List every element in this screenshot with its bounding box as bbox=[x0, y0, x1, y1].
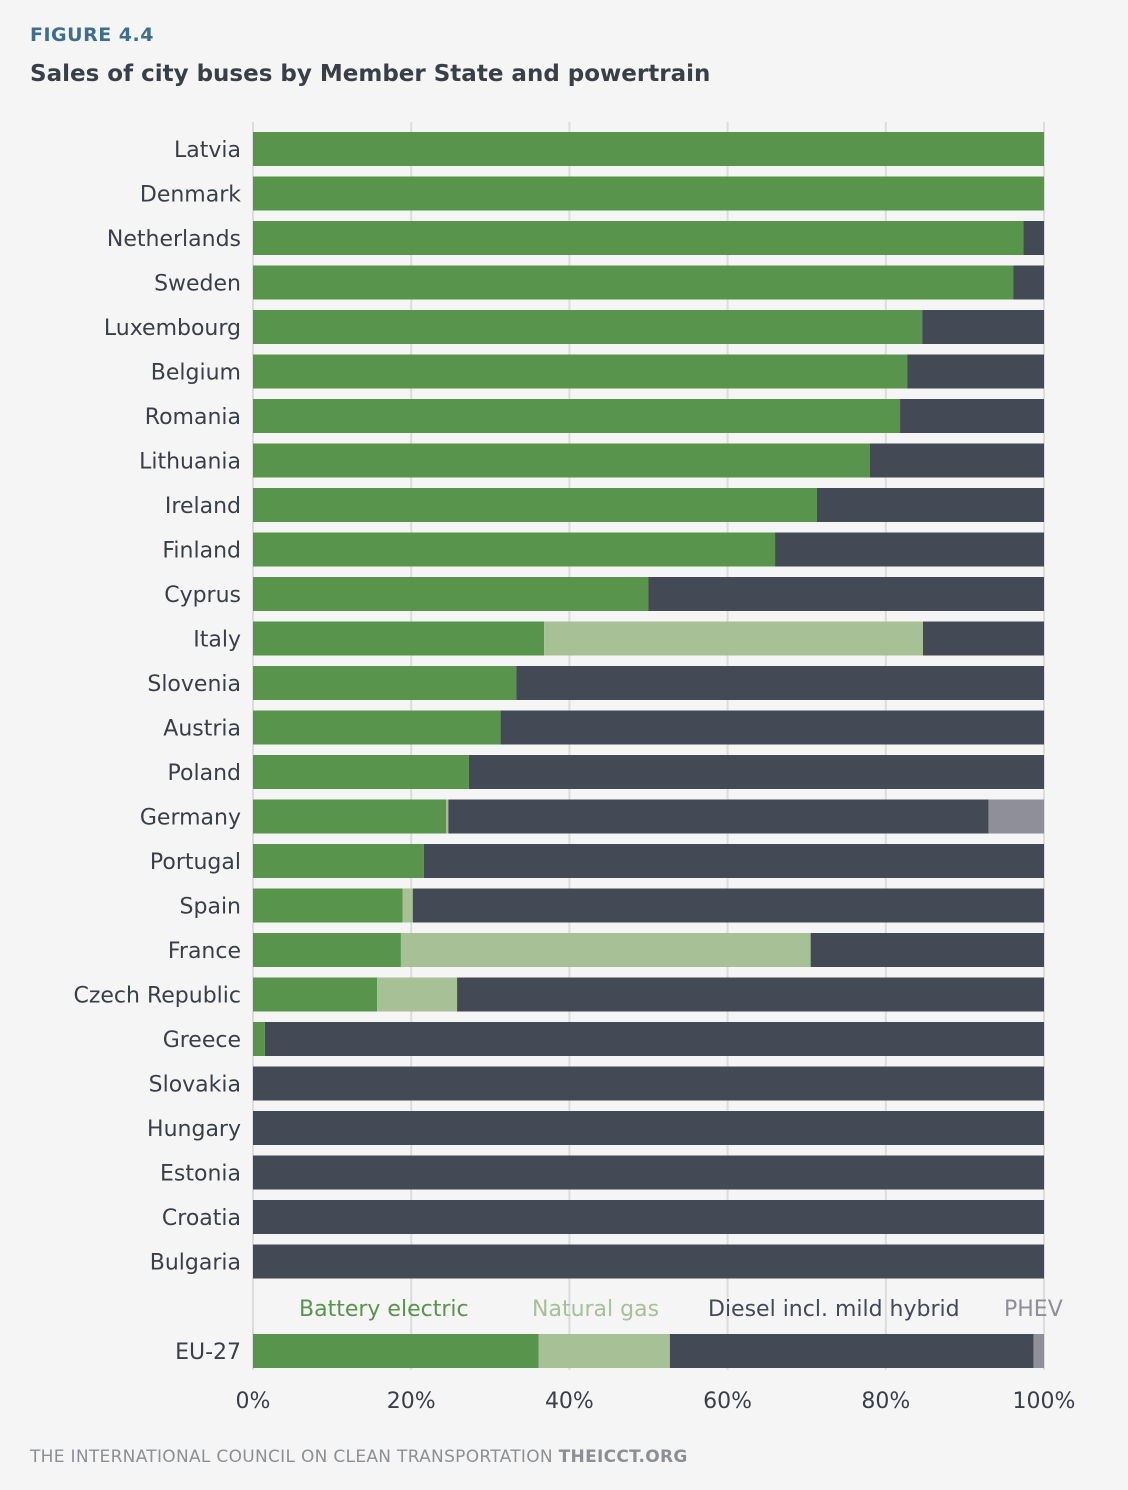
bar-segment bbox=[253, 577, 649, 611]
category-label: Spain bbox=[180, 895, 241, 920]
legend-item: Diesel incl. mild hybrid bbox=[708, 1297, 960, 1322]
category-label: Romania bbox=[145, 405, 241, 430]
bar-segment bbox=[457, 977, 1044, 1012]
category-label: Netherlands bbox=[107, 227, 241, 252]
category-label: Denmark bbox=[140, 183, 241, 208]
x-tick-label: 100% bbox=[1013, 1389, 1076, 1414]
bar-segment bbox=[922, 621, 1044, 656]
bar-segment bbox=[253, 1244, 1044, 1279]
category-label: Sweden bbox=[154, 272, 241, 297]
bar-segment bbox=[400, 933, 811, 967]
category-label: Latvia bbox=[174, 138, 241, 163]
bar-segment bbox=[253, 1111, 1044, 1145]
category-label: Italy bbox=[193, 628, 241, 653]
bar-segment bbox=[253, 977, 378, 1012]
bar-segment bbox=[377, 977, 458, 1012]
bar-segment bbox=[516, 666, 1044, 700]
category-label: Croatia bbox=[162, 1206, 241, 1231]
bar-segment bbox=[253, 666, 517, 700]
bar-segment bbox=[988, 799, 1044, 834]
bar-segment bbox=[253, 621, 545, 656]
bar-segment bbox=[1033, 1334, 1044, 1368]
bar-segment bbox=[253, 443, 870, 478]
bar-segment bbox=[253, 1022, 265, 1056]
bar-segment bbox=[448, 799, 989, 834]
category-label: Slovakia bbox=[149, 1073, 241, 1098]
bar-segment bbox=[253, 354, 908, 389]
category-label: Lithuania bbox=[139, 450, 241, 475]
category-label: Poland bbox=[168, 761, 241, 786]
bar-segment bbox=[253, 488, 817, 522]
bar-segment bbox=[253, 844, 424, 878]
x-tick-label: 60% bbox=[703, 1389, 752, 1414]
bar-segment bbox=[253, 799, 447, 834]
legend-item: Battery electric bbox=[299, 1297, 469, 1322]
bar-segment bbox=[253, 310, 923, 344]
bar-segment bbox=[500, 710, 1044, 745]
category-label: France bbox=[168, 939, 241, 964]
category-label: Ireland bbox=[165, 494, 241, 519]
bar-segment bbox=[1023, 221, 1044, 255]
bar-segment bbox=[810, 933, 1044, 967]
bar-segment bbox=[264, 1022, 1044, 1056]
stacked-bar-chart: Latvia Denmark Netherlands Sweden Luxembourg… bbox=[73, 122, 1076, 1414]
bar-segment bbox=[253, 1200, 1044, 1234]
bar-segment bbox=[253, 265, 1014, 300]
category-label: Germany bbox=[140, 806, 241, 831]
footer: THE INTERNATIONAL COUNCIL ON CLEAN TRANS… bbox=[30, 1447, 688, 1467]
bar-segment bbox=[253, 888, 403, 923]
footer-org: THE INTERNATIONAL COUNCIL ON CLEAN TRANS… bbox=[30, 1447, 553, 1467]
bar-segment bbox=[468, 755, 1044, 789]
bar-segment bbox=[538, 1334, 670, 1368]
category-label: Luxembourg bbox=[104, 316, 241, 341]
bar-segment bbox=[402, 888, 413, 923]
x-tick-label: 80% bbox=[861, 1389, 910, 1414]
bar-segment bbox=[648, 577, 1044, 611]
bar-segment bbox=[446, 799, 449, 834]
category-label: Cyprus bbox=[164, 583, 241, 608]
x-tick-label: 20% bbox=[387, 1389, 436, 1414]
bar-segment bbox=[907, 354, 1044, 389]
category-label: Portugal bbox=[150, 850, 241, 875]
bar-segment bbox=[253, 933, 401, 967]
footer-site: THEICCT.ORG bbox=[558, 1447, 688, 1467]
category-label: Greece bbox=[163, 1028, 241, 1053]
bar-segment bbox=[253, 1334, 539, 1368]
bar-segment bbox=[869, 443, 1044, 478]
bar-segment bbox=[253, 221, 1024, 255]
category-label: Estonia bbox=[160, 1162, 241, 1187]
category-label: Slovenia bbox=[147, 672, 241, 697]
x-tick-label: 0% bbox=[236, 1389, 271, 1414]
category-label: Austria bbox=[163, 717, 241, 742]
category-label: Czech Republic bbox=[73, 984, 241, 1009]
bar-segment bbox=[1013, 265, 1044, 300]
bar-segment bbox=[253, 399, 901, 433]
bar-segment bbox=[669, 1334, 1034, 1368]
total-row-label: EU-27 bbox=[175, 1340, 241, 1365]
chart-title: Sales of city buses by Member State and … bbox=[30, 61, 711, 87]
legend-item: Natural gas bbox=[532, 1297, 659, 1322]
bar-segment bbox=[922, 310, 1044, 344]
bar-segment bbox=[544, 621, 923, 656]
bar-segment bbox=[253, 532, 776, 567]
bar-segment bbox=[775, 532, 1044, 567]
bar-segment bbox=[253, 1155, 1044, 1190]
bar-segment bbox=[253, 176, 1044, 211]
bar-segment bbox=[423, 844, 1045, 878]
x-tick-label: 40% bbox=[545, 1389, 594, 1414]
category-label: Bulgaria bbox=[150, 1251, 241, 1276]
category-label: Belgium bbox=[151, 361, 241, 386]
category-label: Finland bbox=[162, 539, 241, 564]
bar-segment bbox=[253, 1066, 1044, 1101]
category-label: Hungary bbox=[147, 1117, 241, 1142]
legend-item: PHEV bbox=[1004, 1297, 1063, 1322]
bar-segment bbox=[816, 488, 1044, 522]
bar-segment bbox=[253, 710, 501, 745]
figure-label: FIGURE 4.4 bbox=[30, 24, 154, 46]
bar-segment bbox=[253, 132, 1044, 166]
bar-segment bbox=[412, 888, 1045, 923]
bar-segment bbox=[900, 399, 1044, 433]
bar-segment bbox=[253, 755, 469, 789]
